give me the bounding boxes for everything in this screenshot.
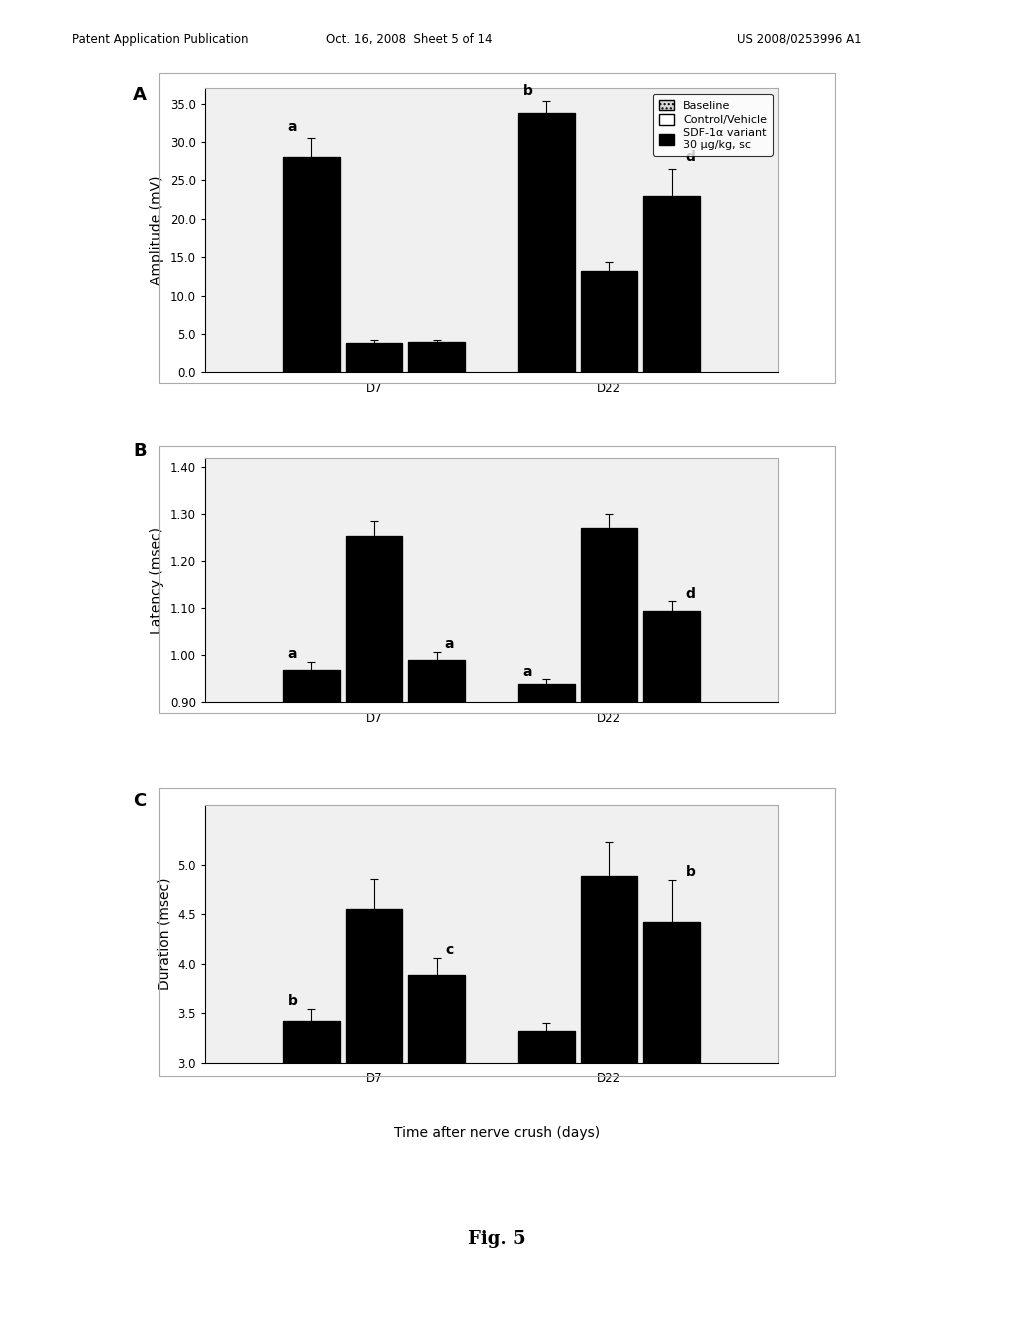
Bar	[409, 660, 465, 1125]
Bar	[518, 1031, 574, 1320]
Bar	[643, 195, 699, 372]
Bar	[284, 1022, 340, 1320]
Text: Patent Application Publication: Patent Application Publication	[72, 33, 248, 46]
Bar	[518, 1031, 574, 1320]
Text: C: C	[133, 792, 146, 810]
Bar	[409, 975, 465, 1320]
Bar	[581, 271, 637, 372]
Bar	[346, 343, 402, 372]
Bar	[643, 195, 699, 372]
Bar	[346, 343, 402, 372]
Text: b: b	[685, 866, 695, 879]
Bar	[518, 684, 574, 1125]
Bar	[581, 528, 637, 1125]
Text: d: d	[685, 586, 695, 601]
Bar	[643, 195, 699, 372]
Bar	[346, 909, 402, 1320]
Bar	[346, 909, 402, 1320]
Bar	[284, 157, 340, 372]
Bar	[346, 909, 402, 1320]
Bar	[346, 343, 402, 372]
Bar	[284, 157, 340, 372]
Text: Fig. 5: Fig. 5	[468, 1230, 525, 1249]
Text: c: c	[445, 942, 454, 957]
Bar	[581, 528, 637, 1125]
Text: B: B	[133, 442, 146, 461]
Text: a: a	[288, 647, 297, 661]
Bar	[346, 536, 402, 1125]
Y-axis label: Amplitude (mV): Amplitude (mV)	[151, 176, 164, 285]
Bar	[518, 684, 574, 1125]
Bar	[643, 611, 699, 1125]
Bar	[346, 536, 402, 1125]
Bar	[581, 876, 637, 1320]
Bar	[581, 528, 637, 1125]
Text: a: a	[444, 636, 454, 651]
Bar	[643, 611, 699, 1125]
Bar	[409, 342, 465, 372]
Bar	[518, 684, 574, 1125]
Text: a: a	[288, 120, 297, 135]
Bar	[284, 671, 340, 1125]
Text: b: b	[522, 83, 532, 98]
Bar	[518, 114, 574, 372]
Bar	[643, 921, 699, 1320]
Bar	[346, 536, 402, 1125]
Text: a: a	[523, 665, 532, 680]
Bar	[409, 342, 465, 372]
Text: Oct. 16, 2008  Sheet 5 of 14: Oct. 16, 2008 Sheet 5 of 14	[327, 33, 493, 46]
Bar	[518, 114, 574, 372]
Bar	[518, 114, 574, 372]
Bar	[581, 876, 637, 1320]
Bar	[409, 975, 465, 1320]
Bar	[284, 1022, 340, 1320]
Bar	[518, 1031, 574, 1320]
Bar	[643, 611, 699, 1125]
Bar	[284, 1022, 340, 1320]
Text: A: A	[133, 86, 147, 104]
Bar	[409, 342, 465, 372]
Bar	[284, 671, 340, 1125]
Bar	[581, 271, 637, 372]
Text: b: b	[288, 994, 298, 1008]
Bar	[284, 671, 340, 1125]
Text: US 2008/0253996 A1: US 2008/0253996 A1	[737, 33, 862, 46]
Bar	[284, 157, 340, 372]
Bar	[643, 921, 699, 1320]
Bar	[409, 660, 465, 1125]
Bar	[409, 975, 465, 1320]
Y-axis label: Latency (msec): Latency (msec)	[151, 527, 164, 634]
Bar	[643, 921, 699, 1320]
Bar	[409, 660, 465, 1125]
Y-axis label: Duration (msec): Duration (msec)	[158, 878, 172, 990]
Bar	[581, 271, 637, 372]
Text: d: d	[685, 150, 695, 164]
Legend: Baseline, Control/Vehicle, SDF-1α variant
30 μg/kg, sc: Baseline, Control/Vehicle, SDF-1α varian…	[653, 94, 773, 156]
Bar	[581, 876, 637, 1320]
Text: Time after nerve crush (days): Time after nerve crush (days)	[393, 1126, 600, 1140]
